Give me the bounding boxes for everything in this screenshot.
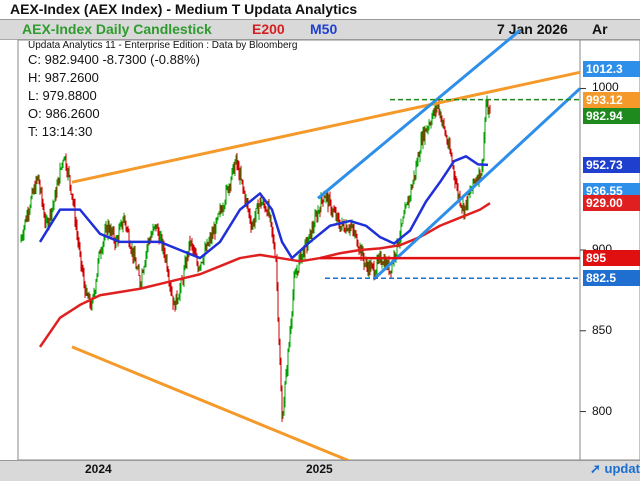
y-tick-label: 850: [592, 322, 613, 337]
logo-arrow-icon: ➚: [590, 461, 601, 476]
price-label: 936.55: [583, 182, 640, 199]
price-label: 895: [583, 250, 640, 267]
ohlc-open: O: 986.2600: [28, 106, 100, 121]
price-label: 982.94: [583, 108, 640, 125]
ohlc-time: T: 13:14:30: [28, 124, 93, 139]
price-label: 993.12: [583, 91, 640, 108]
price-label: 882.5: [583, 270, 640, 287]
orange-lower-trendline: [71, 345, 356, 465]
ar-label: Ar: [592, 21, 608, 37]
x-tick-label-2025: 2025: [306, 462, 333, 476]
x-axis-bar: [0, 460, 640, 481]
price-label: 952.73: [583, 156, 640, 173]
blue-channel-lower: [372, 87, 582, 281]
candles: [20, 95, 491, 422]
y-tick-label: 800: [592, 403, 613, 418]
y-tick-label: 1000: [592, 80, 619, 95]
logo-text: updata: [604, 461, 640, 476]
m50-legend[interactable]: M50: [310, 21, 338, 37]
e200-legend[interactable]: E200: [252, 21, 285, 37]
ohlc-close: C: 982.9400 -8.7300 (-0.88%): [28, 52, 200, 67]
ma50-line: [38, 155, 489, 260]
price-label: 1012.3: [583, 60, 640, 77]
price-label: 929.00: [583, 195, 640, 212]
ohlc-high: H: 987.2600: [28, 70, 99, 85]
ohlc-low: L: 979.8800: [28, 88, 97, 103]
orange-upper-trendline: [71, 70, 581, 184]
blue-channel-upper: [317, 29, 521, 200]
x-tick-label-2024: 2024: [85, 462, 112, 476]
data-attribution: Updata Analytics 11 - Enterprise Edition…: [28, 40, 298, 51]
window-titlebar: AEX-Index (AEX Index) - Medium T Updata …: [0, 0, 640, 20]
window-title: AEX-Index (AEX Index) - Medium T Updata …: [10, 1, 358, 17]
updata-logo: ➚ updata: [590, 461, 640, 477]
chart-name: AEX-Index Daily Candlestick: [22, 21, 212, 37]
